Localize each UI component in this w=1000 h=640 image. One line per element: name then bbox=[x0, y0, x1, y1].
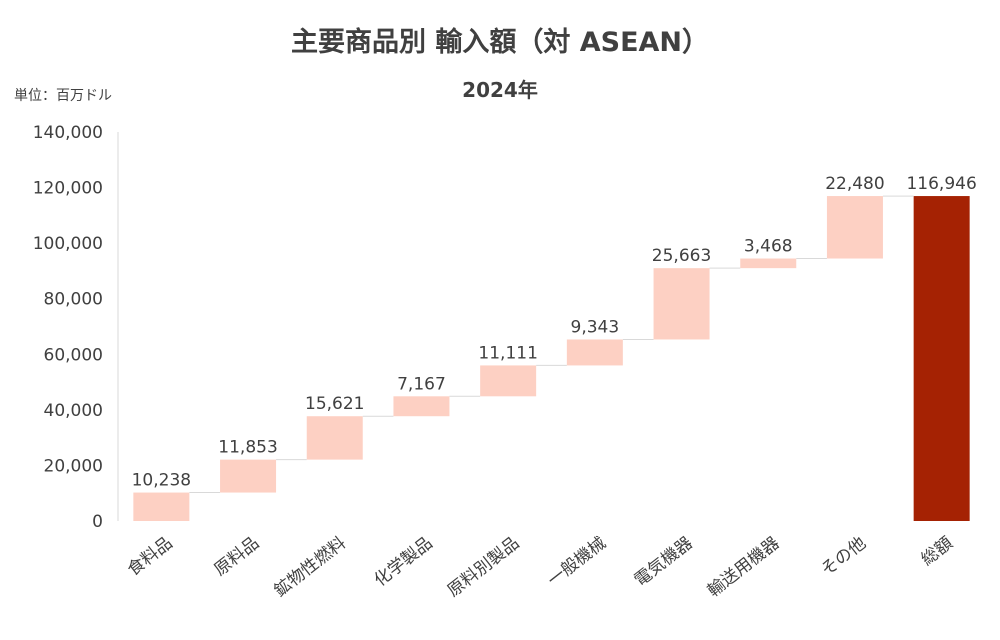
x-tick-label: その他 bbox=[818, 533, 871, 580]
step-bar bbox=[826, 196, 883, 259]
y-tick-label: 0 bbox=[92, 512, 103, 532]
x-tick-label: 一般機械 bbox=[544, 533, 610, 591]
x-tick-label: 化学製品 bbox=[371, 533, 437, 591]
x-tick-label: 電気機器 bbox=[631, 533, 697, 591]
x-tick-label: 原料別製品 bbox=[444, 533, 523, 601]
data-label: 3,468 bbox=[744, 237, 793, 257]
x-tick-label: 総額 bbox=[918, 533, 957, 570]
chart-subtitle: 2024年 bbox=[462, 78, 538, 102]
data-label: 10,238 bbox=[132, 471, 191, 491]
step-bar bbox=[133, 492, 190, 521]
x-tick-label: 食料品 bbox=[124, 533, 177, 580]
step-bar bbox=[566, 339, 623, 366]
data-label: 25,663 bbox=[652, 246, 711, 266]
y-tick-label: 120,000 bbox=[33, 179, 103, 199]
step-bar bbox=[306, 416, 363, 460]
unit-label: 単位：百万ドル bbox=[14, 88, 112, 104]
y-tick-label: 80,000 bbox=[44, 290, 103, 310]
data-label: 15,621 bbox=[305, 394, 364, 414]
y-tick-label: 140,000 bbox=[33, 123, 103, 143]
data-label: 116,946 bbox=[906, 174, 976, 194]
data-label: 22,480 bbox=[825, 174, 884, 194]
data-label: 9,343 bbox=[571, 317, 620, 337]
y-tick-label: 100,000 bbox=[33, 234, 103, 254]
y-tick-label: 20,000 bbox=[44, 456, 103, 476]
data-label: 7,167 bbox=[397, 374, 446, 394]
step-bar bbox=[393, 396, 450, 417]
data-label: 11,111 bbox=[478, 343, 537, 363]
data-label: 11,853 bbox=[218, 438, 277, 458]
y-tick-label: 60,000 bbox=[44, 345, 103, 365]
step-bar bbox=[653, 268, 710, 340]
step-bar bbox=[480, 365, 537, 397]
x-tick-label: 原料品 bbox=[211, 533, 264, 580]
x-tick-label: 輸送用機器 bbox=[704, 533, 783, 601]
x-tick-label: 鉱物性燃料 bbox=[271, 533, 350, 601]
chart-title: 主要商品別 輸入額（対 ASEAN） bbox=[290, 27, 710, 58]
step-bar bbox=[220, 459, 277, 493]
y-tick-label: 40,000 bbox=[44, 401, 103, 421]
total-bar bbox=[913, 196, 970, 521]
step-bar bbox=[740, 258, 797, 269]
